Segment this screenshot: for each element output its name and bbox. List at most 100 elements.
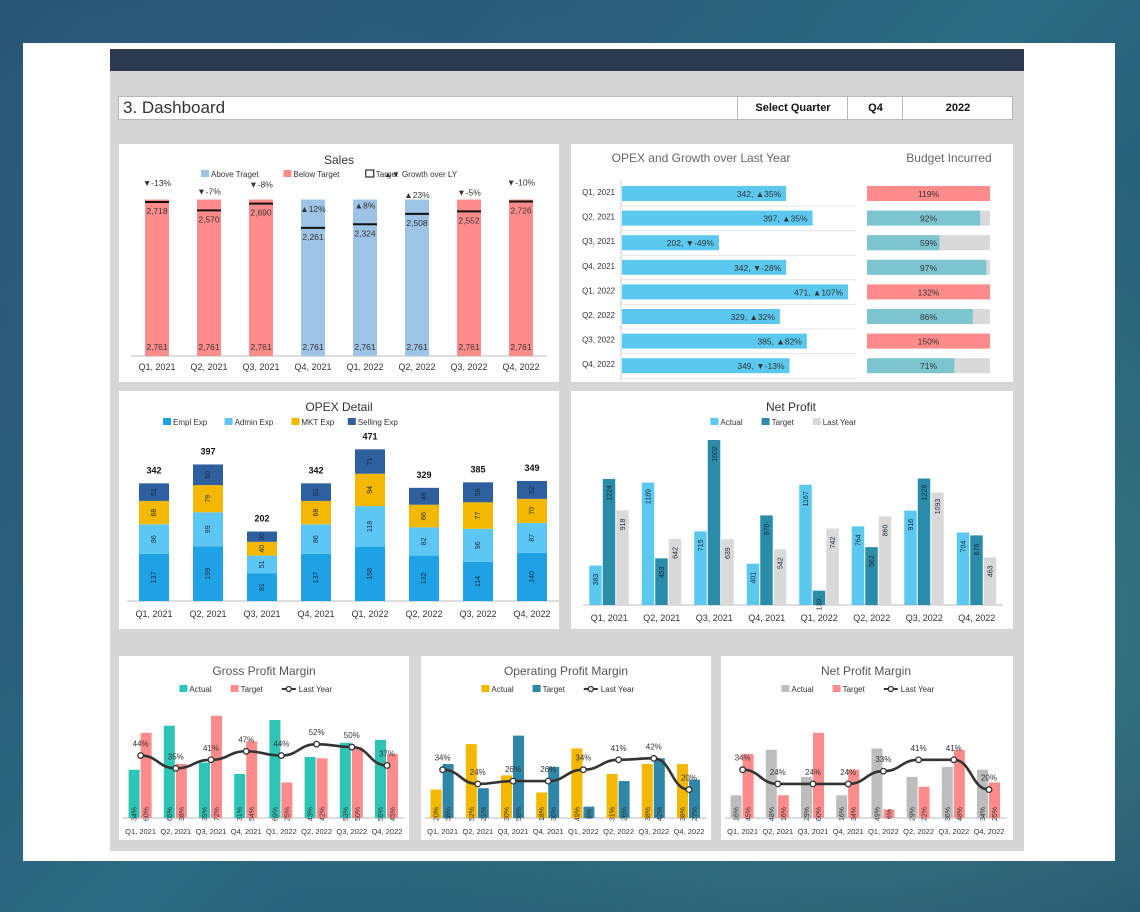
net-profit-title: Net Profit xyxy=(766,400,817,414)
npm-target-bar xyxy=(813,732,824,818)
opex-detail-category: Q2, 2021 xyxy=(189,609,226,619)
net-profit-bar xyxy=(721,539,734,605)
opex-growth-category: Q1, 2021 xyxy=(582,188,615,197)
npm-last-year-point xyxy=(809,780,817,788)
gpm-category: Q1, 2021 xyxy=(125,827,156,836)
opm-target-label: 21% xyxy=(481,807,488,821)
npm-category: Q4, 2022 xyxy=(974,827,1005,836)
gpm-category: Q3, 2021 xyxy=(196,827,227,836)
npm-target-bar xyxy=(848,769,860,818)
sales-category-label: Q4, 2022 xyxy=(502,362,539,372)
npm-category: Q3, 2022 xyxy=(938,827,969,836)
npm-last-year-label: 24% xyxy=(805,768,821,777)
opex-detail-value: 94 xyxy=(367,486,374,494)
net-profit-bar xyxy=(746,563,760,605)
opex-detail-bar xyxy=(139,500,169,525)
sales-bar xyxy=(405,199,429,356)
opex-detail-bar xyxy=(463,502,493,529)
opex-detail-legend-swatch xyxy=(163,418,171,425)
net-profit-value: 453 xyxy=(659,566,666,578)
gpm-target-label: 25% xyxy=(284,807,291,821)
sales-value-label: 2,761 xyxy=(302,342,324,352)
quarter-select[interactable]: Q4 xyxy=(847,97,903,119)
net-profit-bar xyxy=(668,538,682,605)
opex-growth-bar xyxy=(622,259,787,275)
opex-detail-category: Q4, 2022 xyxy=(513,609,550,619)
opm-last-year-label: 42% xyxy=(646,742,662,751)
gpm-last-year-label: 47% xyxy=(238,735,254,744)
sales-category-label: Q3, 2021 xyxy=(242,362,279,372)
net-profit-category: Q3, 2021 xyxy=(696,613,733,623)
opex-growth-title: OPEX and Growth over Last Year xyxy=(612,151,791,165)
opex-detail-bar xyxy=(517,498,547,523)
gpm-actual-label: 55% xyxy=(378,807,385,821)
opex-detail-bar xyxy=(409,504,439,528)
opm-chart: Operating Profit Margin Actual Target Last … xyxy=(425,664,707,836)
opm-legend-label: Last Year xyxy=(601,685,635,694)
gpm-target-label: 45% xyxy=(390,807,397,821)
opex-detail-bar xyxy=(355,506,385,547)
net-profit-value: 870 xyxy=(764,523,771,535)
gpm-actual-bar xyxy=(199,762,210,818)
opm-target-bar xyxy=(442,764,454,818)
net-profit-bar xyxy=(931,492,944,605)
sales-growth-label: ▼-13% xyxy=(143,178,172,188)
budget-label: 59% xyxy=(920,238,937,248)
sales-legend-label: Target xyxy=(376,170,399,179)
gpm-target-bar xyxy=(140,732,152,818)
opex-detail-bar xyxy=(247,531,277,542)
net-profit-category: Q4, 2022 xyxy=(958,613,995,623)
npm-target-label: 34% xyxy=(851,807,858,821)
opm-category: Q4, 2021 xyxy=(533,827,564,836)
page-title: 3. Dashboard xyxy=(123,98,226,117)
opex-detail-value: 118 xyxy=(367,521,374,532)
budget-label: 92% xyxy=(920,214,937,224)
opex-detail-bar xyxy=(463,482,493,503)
opm-target-label: 38% xyxy=(446,807,453,821)
opm-legend-swatch xyxy=(481,685,490,692)
net-profit-panel: Net Profit Actual Target Last Year 383 1224 91… xyxy=(571,391,1013,629)
net-profit-value: 401 xyxy=(751,572,758,584)
gpm-last-year-label: 35% xyxy=(168,752,184,761)
net-profit-bar xyxy=(904,510,917,605)
gpm-last-year-point xyxy=(348,743,356,751)
sales-value-label: 2,761 xyxy=(406,342,428,352)
gpm-category: Q2, 2022 xyxy=(301,827,332,836)
gpm-legend-swatch xyxy=(230,685,239,692)
year-select[interactable]: 2022 xyxy=(902,97,1013,119)
npm-actual-bar xyxy=(871,748,883,818)
opex-detail-bar xyxy=(517,552,547,601)
sales-target-label: 2,508 xyxy=(406,218,428,228)
npm-actual-label: 16% xyxy=(734,807,741,821)
net-profit-value: 639 xyxy=(725,547,732,559)
npm-target-bar xyxy=(742,754,754,818)
opm-panel: Operating Profit Margin Actual Target Last … xyxy=(421,656,711,840)
sales-value-label: 2,761 xyxy=(510,342,532,352)
net-profit-bar xyxy=(760,515,773,605)
sales-bar xyxy=(145,199,169,356)
sales-growth-label: ▲8% xyxy=(355,200,376,210)
sales-category-label: Q1, 2022 xyxy=(346,362,383,372)
gpm-actual-label: 53% xyxy=(343,807,350,821)
npm-last-year-point xyxy=(739,766,747,774)
npm-panel: Net Profit Margin Actual Target Last Year 16… xyxy=(721,656,1013,840)
net-profit-bar xyxy=(826,528,839,605)
opex-detail-bar xyxy=(247,541,277,556)
opm-actual-bar xyxy=(465,744,477,818)
gpm-last-year-label: 41% xyxy=(203,744,219,753)
opex-detail-value: 99 xyxy=(205,525,212,533)
opex-detail-total: 397 xyxy=(200,446,215,456)
npm-title: Net Profit Margin xyxy=(821,664,911,678)
npm-target-bar xyxy=(777,795,789,818)
gpm-last-year-label: 44% xyxy=(273,740,289,749)
opex-detail-value: 60 xyxy=(205,471,212,479)
opex-detail-value: 86 xyxy=(151,535,158,543)
budget-bar xyxy=(867,358,955,374)
gpm-target-bar xyxy=(351,747,363,818)
opm-actual-bar xyxy=(677,764,688,818)
opex-detail-legend-label: Admin Exp xyxy=(235,418,274,427)
opm-last-year-point xyxy=(474,780,482,788)
sales-legend-swatch xyxy=(283,170,292,177)
opm-target-bar xyxy=(618,781,630,818)
sales-target-label: 2,324 xyxy=(354,228,376,238)
